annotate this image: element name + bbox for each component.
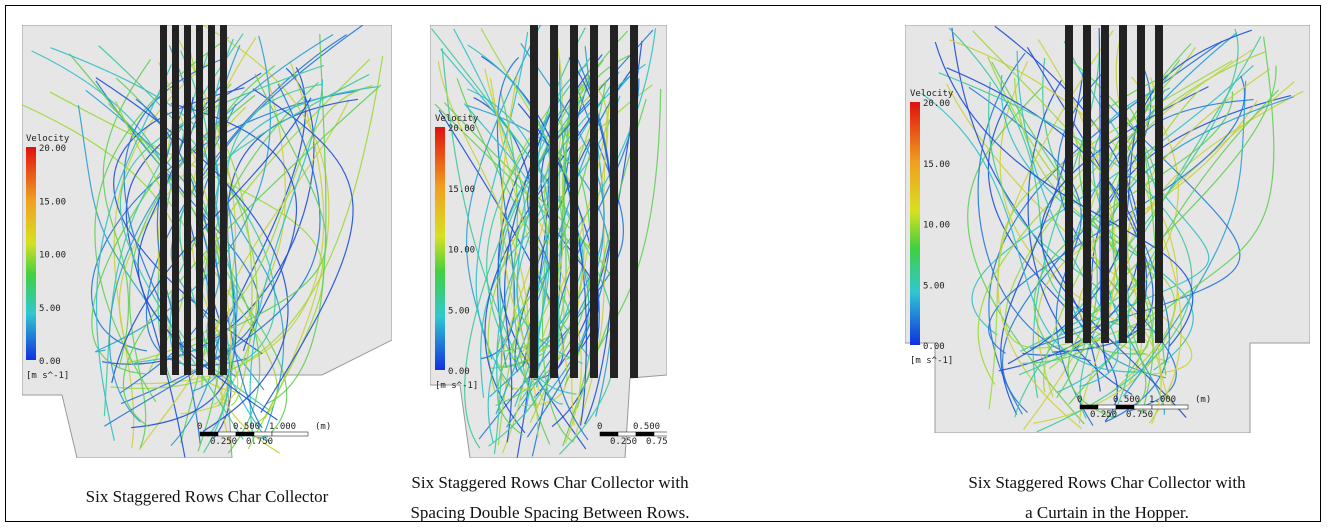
legend-tick: 10.00 [923, 221, 950, 231]
legend-tick: 20.00 [448, 124, 475, 134]
collector-row [610, 25, 618, 378]
collector-row [1083, 25, 1091, 343]
collector-row [550, 25, 558, 378]
legend-unit: [m s^-1] [26, 371, 69, 381]
caption: Six Staggered Rows Char Collector [22, 482, 392, 512]
scale-seg [618, 432, 636, 436]
collector-row [1101, 25, 1109, 343]
legend-title: Velocity [910, 89, 954, 99]
scale-seg [600, 432, 618, 436]
collector-row [1155, 25, 1163, 343]
legend-tick: 10.00 [448, 246, 475, 256]
caption-line: Spacing Double Spacing Between Rows. [400, 498, 700, 528]
collector-row [208, 25, 215, 375]
legend-bar [910, 102, 920, 345]
legend-tick: 20.00 [39, 144, 66, 154]
legend-unit: [m s^-1] [910, 356, 953, 366]
collector-row [530, 25, 538, 378]
scale-label: 1.000 [1149, 395, 1176, 405]
scale-label: 0.500 [233, 422, 260, 432]
caption: Six Staggered Rows Char Collector witha … [907, 468, 1307, 528]
legend-tick: 0.00 [448, 367, 470, 377]
caption-line: a Curtain in the Hopper. [907, 498, 1307, 528]
legend-tick: 15.00 [448, 185, 475, 195]
legend-tick: 10.00 [39, 251, 66, 261]
legend-tick: 0.00 [923, 342, 945, 352]
collector-row [1119, 25, 1127, 343]
scale-seg [1098, 405, 1116, 409]
collector-row [220, 25, 227, 375]
scale-seg [200, 432, 218, 436]
collector-row [1065, 25, 1073, 343]
legend-tick: 5.00 [923, 281, 945, 291]
legend-bar [435, 127, 445, 370]
collector-row [172, 25, 179, 375]
scale-seg [1116, 405, 1134, 409]
scale-label: 0.500 [1113, 395, 1140, 405]
scale-seg [1152, 405, 1188, 409]
legend-unit: [m s^-1] [435, 381, 478, 391]
collector-row [590, 25, 598, 378]
scale-label: 0 [1077, 395, 1082, 405]
caption-line: Six Staggered Rows Char Collector with [400, 468, 700, 498]
scale-label: 0.750 [646, 437, 667, 447]
collector-row [570, 25, 578, 378]
scale-seg [654, 432, 667, 436]
scale-seg [254, 432, 272, 436]
scale-label: 0.750 [1126, 410, 1153, 420]
scale-seg [236, 432, 254, 436]
collector-row [160, 25, 167, 375]
scale-label: (m) [1195, 395, 1211, 405]
scale-seg [272, 432, 308, 436]
scale-seg [218, 432, 236, 436]
caption-line: Six Staggered Rows Char Collector [22, 482, 392, 512]
scale-label: 1.000 [269, 422, 296, 432]
caption-line: Six Staggered Rows Char Collector with [907, 468, 1307, 498]
legend-tick: 5.00 [39, 304, 61, 314]
scale-seg [636, 432, 654, 436]
scale-label: 0 [197, 422, 202, 432]
scale-seg [1134, 405, 1152, 409]
scale-label: 0.500 [633, 422, 660, 432]
collector-row [184, 25, 191, 375]
legend-tick: 0.00 [39, 357, 61, 367]
legend-tick: 15.00 [39, 197, 66, 207]
scale-label: 0 [597, 422, 602, 432]
scale-label: 0.250 [610, 437, 637, 447]
legend-tick: 5.00 [448, 306, 470, 316]
scale-label: 0.250 [1090, 410, 1117, 420]
scale-seg [1080, 405, 1098, 409]
legend-tick: 20.00 [923, 99, 950, 109]
legend-title: Velocity [435, 114, 479, 124]
collector-row [1137, 25, 1145, 343]
collector-row [630, 25, 638, 378]
legend-title: Velocity [26, 134, 70, 144]
collector-row [196, 25, 203, 375]
legend-tick: 15.00 [923, 160, 950, 170]
scale-label: 0.750 [246, 437, 273, 447]
flow-image: Velocity20.00 15.00 10.00 5.00 0.00 [m s^-1] 0… [905, 25, 1310, 433]
legend-bar [26, 147, 36, 360]
scale-label: (m) [315, 422, 331, 432]
figure: Velocity20.0015.0010.005.000.00[m s^-1]0… [0, 0, 1330, 531]
scale-label: 0.250 [210, 437, 237, 447]
